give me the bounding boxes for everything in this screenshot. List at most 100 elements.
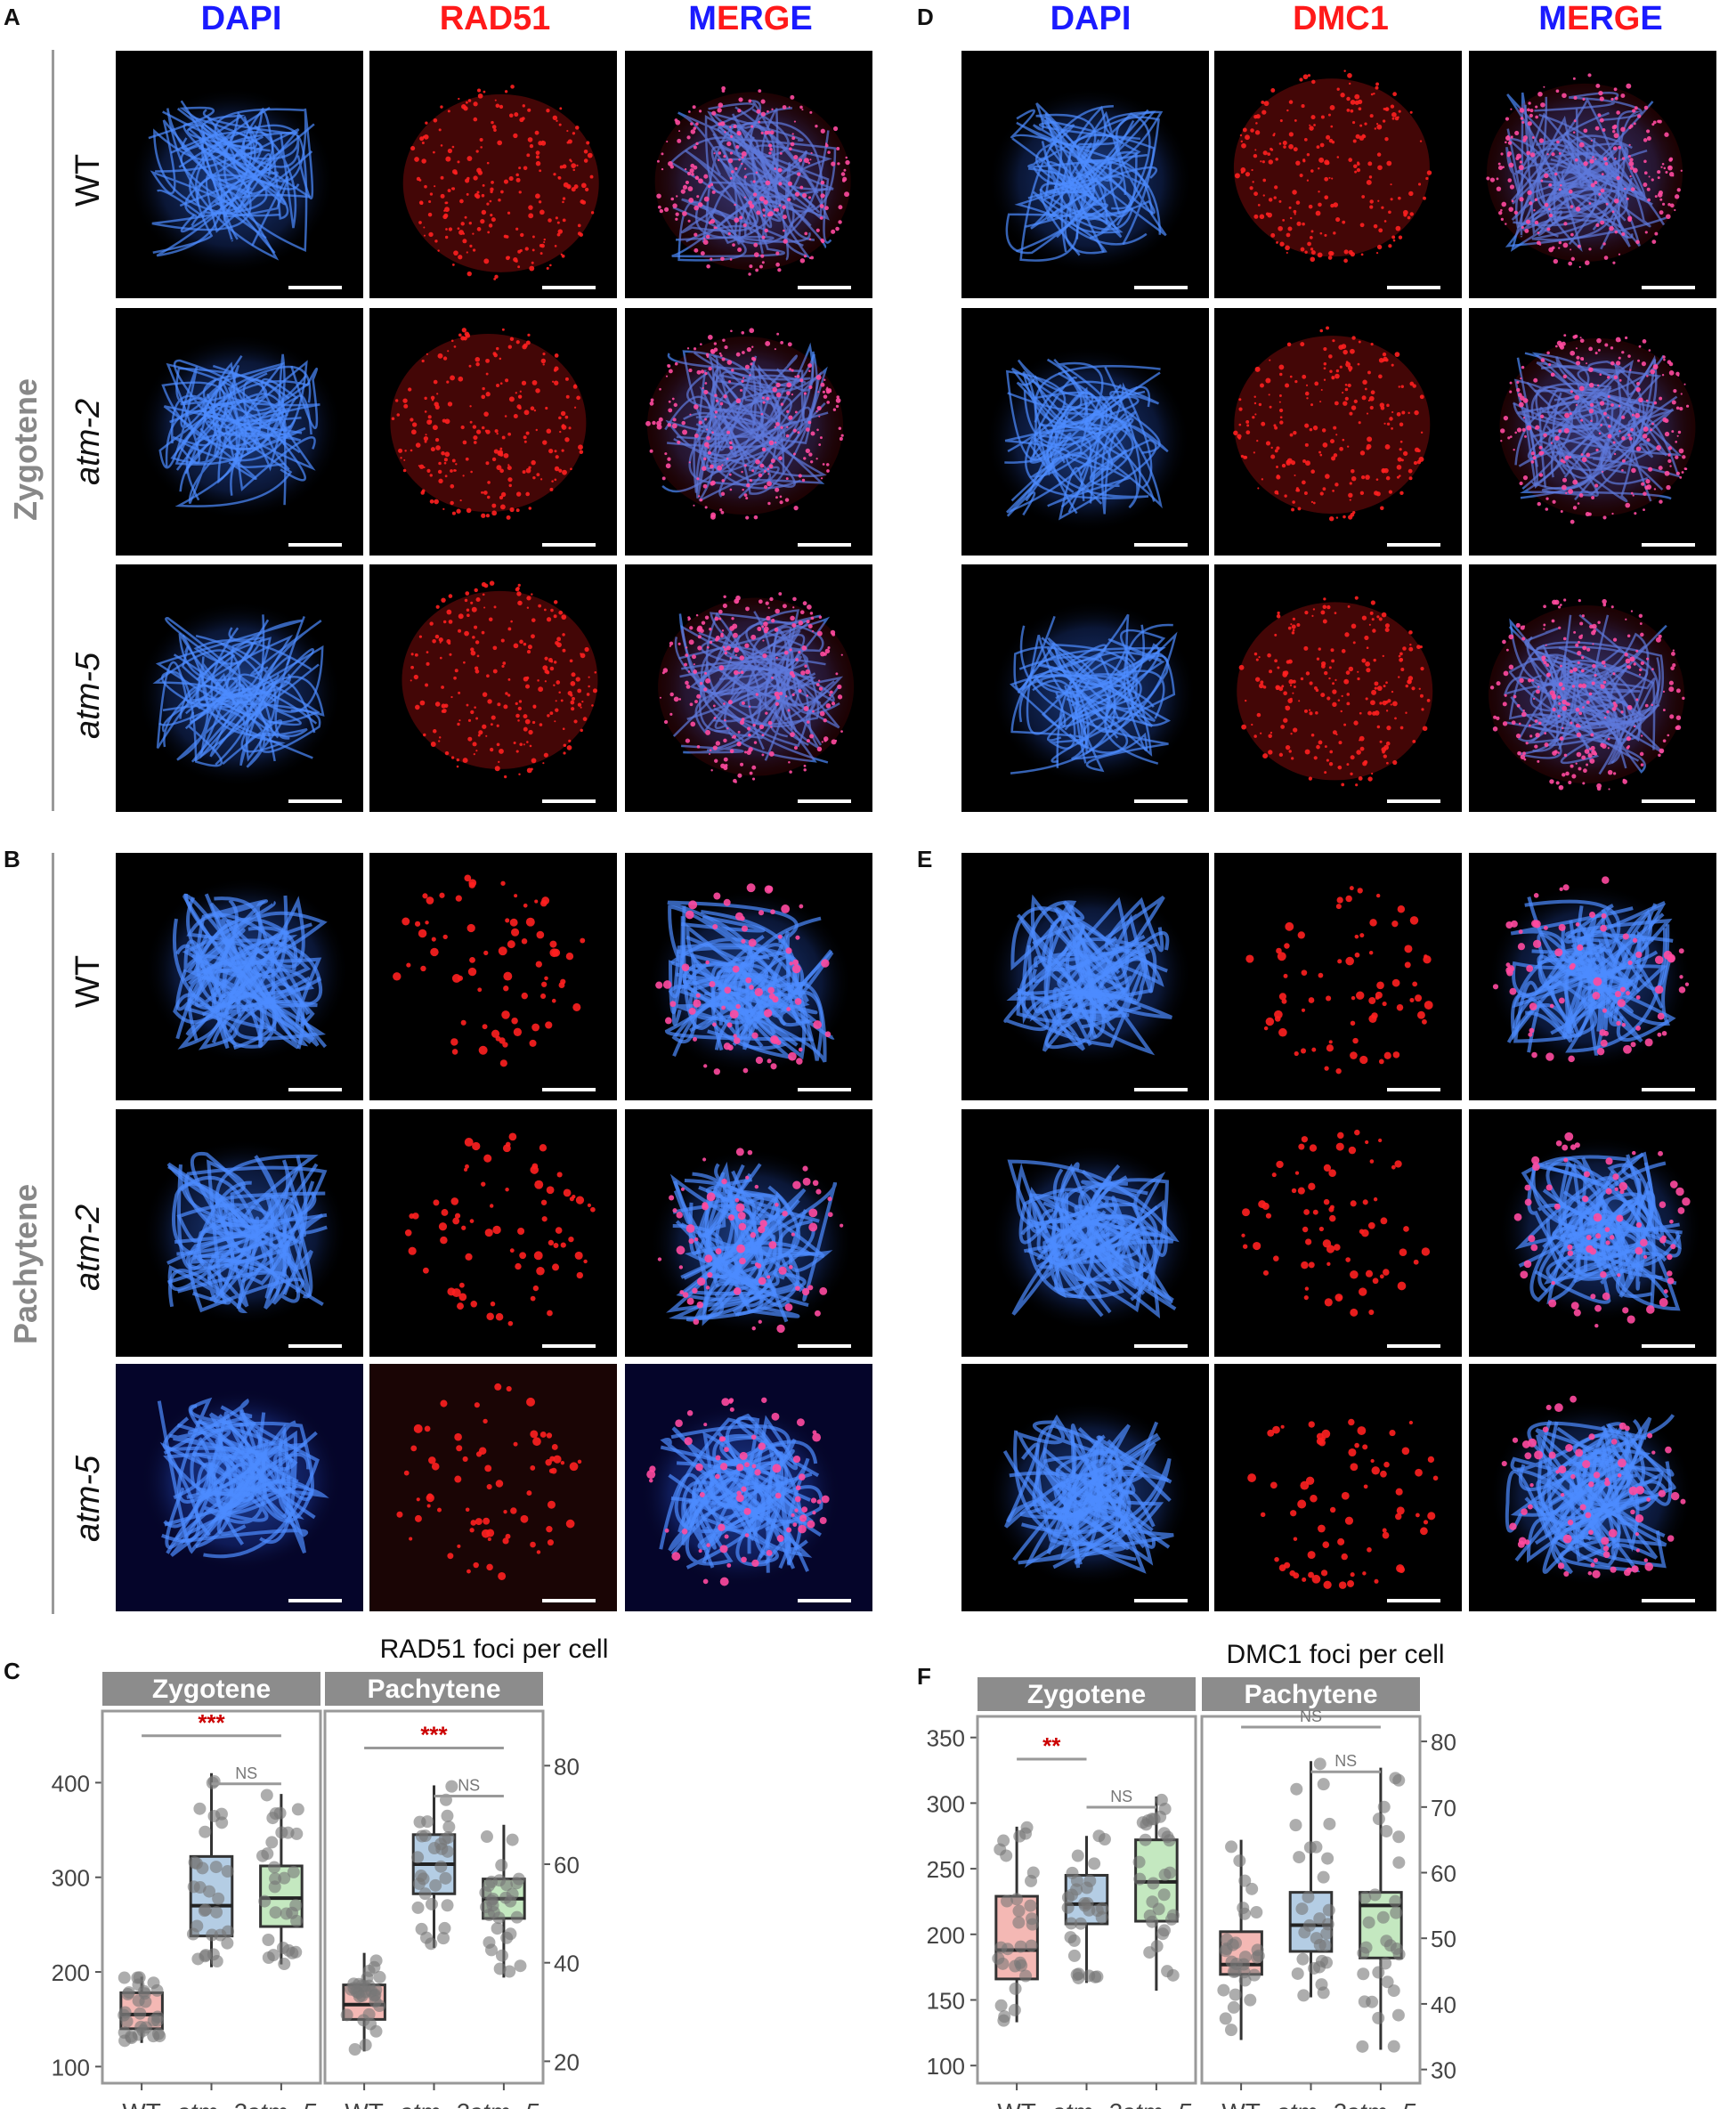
x-axis-tick-label: atm−2	[399, 2098, 469, 2109]
jitter-point	[1322, 1903, 1335, 1917]
row-label-atm5-pach: atm-5	[69, 1455, 107, 1542]
micrograph-r-atm2-zyg-dapi	[961, 308, 1209, 556]
x-axis-tick-label: WT	[1221, 2098, 1261, 2109]
jitter-point	[514, 1959, 527, 1973]
jitter-point	[1380, 1824, 1393, 1837]
jitter-point	[445, 1780, 458, 1793]
jitter-point	[1245, 1882, 1259, 1895]
jitter-point	[1217, 1983, 1230, 1997]
jitter-point	[1009, 1982, 1022, 1995]
significance-label: ***	[198, 1709, 225, 1736]
scale-bar	[1387, 1599, 1440, 1602]
jitter-point	[1141, 1813, 1155, 1827]
jitter-point	[997, 1834, 1010, 1847]
jitter-point	[480, 1830, 493, 1844]
micrograph-l-wt-pach-red	[369, 853, 617, 1100]
panel-letter-b: B	[4, 846, 20, 872]
left-axis-tick-label: 200	[52, 1959, 90, 1986]
significance-label: NS	[1334, 1752, 1357, 1770]
jitter-point	[1026, 1918, 1039, 1931]
jitter-point	[132, 2028, 145, 2041]
left-axis-tick-label: 200	[927, 1922, 965, 1949]
micrograph-l-wt-zyg-red	[369, 51, 617, 298]
jitter-point	[215, 1816, 229, 1829]
column-header-dapi-right: DAPI	[1050, 0, 1132, 37]
jitter-point	[1024, 1899, 1037, 1912]
left-axis-tick-label: 100	[52, 2054, 90, 2081]
scale-bar	[798, 1344, 851, 1348]
facet-strip	[1202, 1677, 1420, 1711]
jitter-point	[483, 1909, 496, 1922]
jitter-point	[359, 2039, 372, 2052]
jitter-point	[1389, 1772, 1402, 1785]
micrograph-l-atm5-zyg-merge	[625, 564, 872, 812]
column-header-dmc1: DMC1	[1293, 0, 1389, 37]
jitter-point	[503, 1965, 516, 1978]
jitter-point	[289, 1899, 303, 1912]
jitter-point	[434, 1837, 448, 1851]
jitter-point	[1008, 2003, 1021, 2016]
jitter-point	[275, 1826, 288, 1839]
scale-bar	[1134, 1088, 1188, 1091]
scale-bar	[288, 1599, 342, 1602]
micrograph-l-wt-zyg-dapi	[116, 51, 363, 298]
panel-letter-d: D	[917, 4, 934, 30]
jitter-point	[150, 1983, 164, 1997]
jitter-point	[207, 1774, 221, 1788]
jitter-point	[1067, 1934, 1081, 1947]
jitter-point	[361, 1971, 374, 1984]
panel-letter-e: E	[917, 846, 933, 872]
left-axis-tick-label: 150	[927, 1988, 965, 2015]
left-axis-tick-label: 350	[927, 1725, 965, 1752]
jitter-point	[1383, 1939, 1397, 1952]
jitter-point	[411, 1851, 425, 1864]
jitter-point	[1248, 1968, 1261, 1982]
jitter-point	[256, 1849, 269, 1862]
micrograph-r-wt-zyg-red	[1214, 51, 1462, 298]
micrograph-r-atm2-zyg-merge	[1469, 308, 1716, 556]
jitter-point	[439, 1871, 452, 1885]
facet-strip-label: Zygotene	[1027, 1680, 1146, 1709]
jitter-point	[151, 2027, 165, 2040]
jitter-point	[268, 1861, 281, 1874]
jitter-point	[1321, 1852, 1334, 1865]
jitter-point	[1372, 2011, 1385, 2024]
jitter-point	[187, 1880, 200, 1894]
scale-bar	[1387, 543, 1440, 547]
jitter-point	[265, 1836, 279, 1849]
jitter-point	[1014, 1940, 1027, 1953]
jitter-point	[132, 1978, 145, 1991]
scale-bar	[1387, 286, 1440, 289]
jitter-point	[1368, 1888, 1382, 1902]
scale-bar	[288, 543, 342, 547]
jitter-point	[417, 1872, 430, 1886]
jitter-point	[269, 1906, 282, 1919]
jitter-point	[1229, 1936, 1243, 1950]
jitter-point	[1359, 1891, 1372, 1904]
micrograph-r-atm2-zyg-red	[1214, 308, 1462, 556]
jitter-point	[215, 1807, 228, 1821]
right-axis-tick-label: 80	[554, 1753, 580, 1780]
jitter-point	[1359, 1941, 1373, 1954]
jitter-point	[484, 1894, 498, 1908]
micrograph-r-atm5-pach-dapi	[961, 1364, 1209, 1611]
micrograph-r-atm5-pach-merge	[1469, 1364, 1716, 1611]
jitter-point	[1074, 1917, 1087, 1930]
jitter-point	[268, 1880, 281, 1894]
jitter-point	[415, 1829, 428, 1843]
scale-bar	[1642, 543, 1695, 547]
jitter-point	[1227, 1965, 1240, 1978]
jitter-point	[118, 1971, 131, 1984]
jitter-point	[209, 1861, 223, 1874]
scale-bar	[1387, 799, 1440, 803]
left-axis-tick-label: 300	[927, 1790, 965, 1817]
jitter-point	[1391, 2008, 1405, 2022]
jitter-point	[1233, 1854, 1246, 1868]
x-axis-tick-label: atm−5	[469, 2098, 539, 2109]
jitter-point	[441, 1809, 454, 1822]
left-axis-tick-label: 400	[52, 1770, 90, 1797]
micrograph-r-atm5-zyg-red	[1214, 564, 1462, 812]
scale-bar	[542, 1088, 596, 1091]
jitter-point	[1133, 1872, 1147, 1886]
micrograph-l-atm2-zyg-merge	[625, 308, 872, 556]
